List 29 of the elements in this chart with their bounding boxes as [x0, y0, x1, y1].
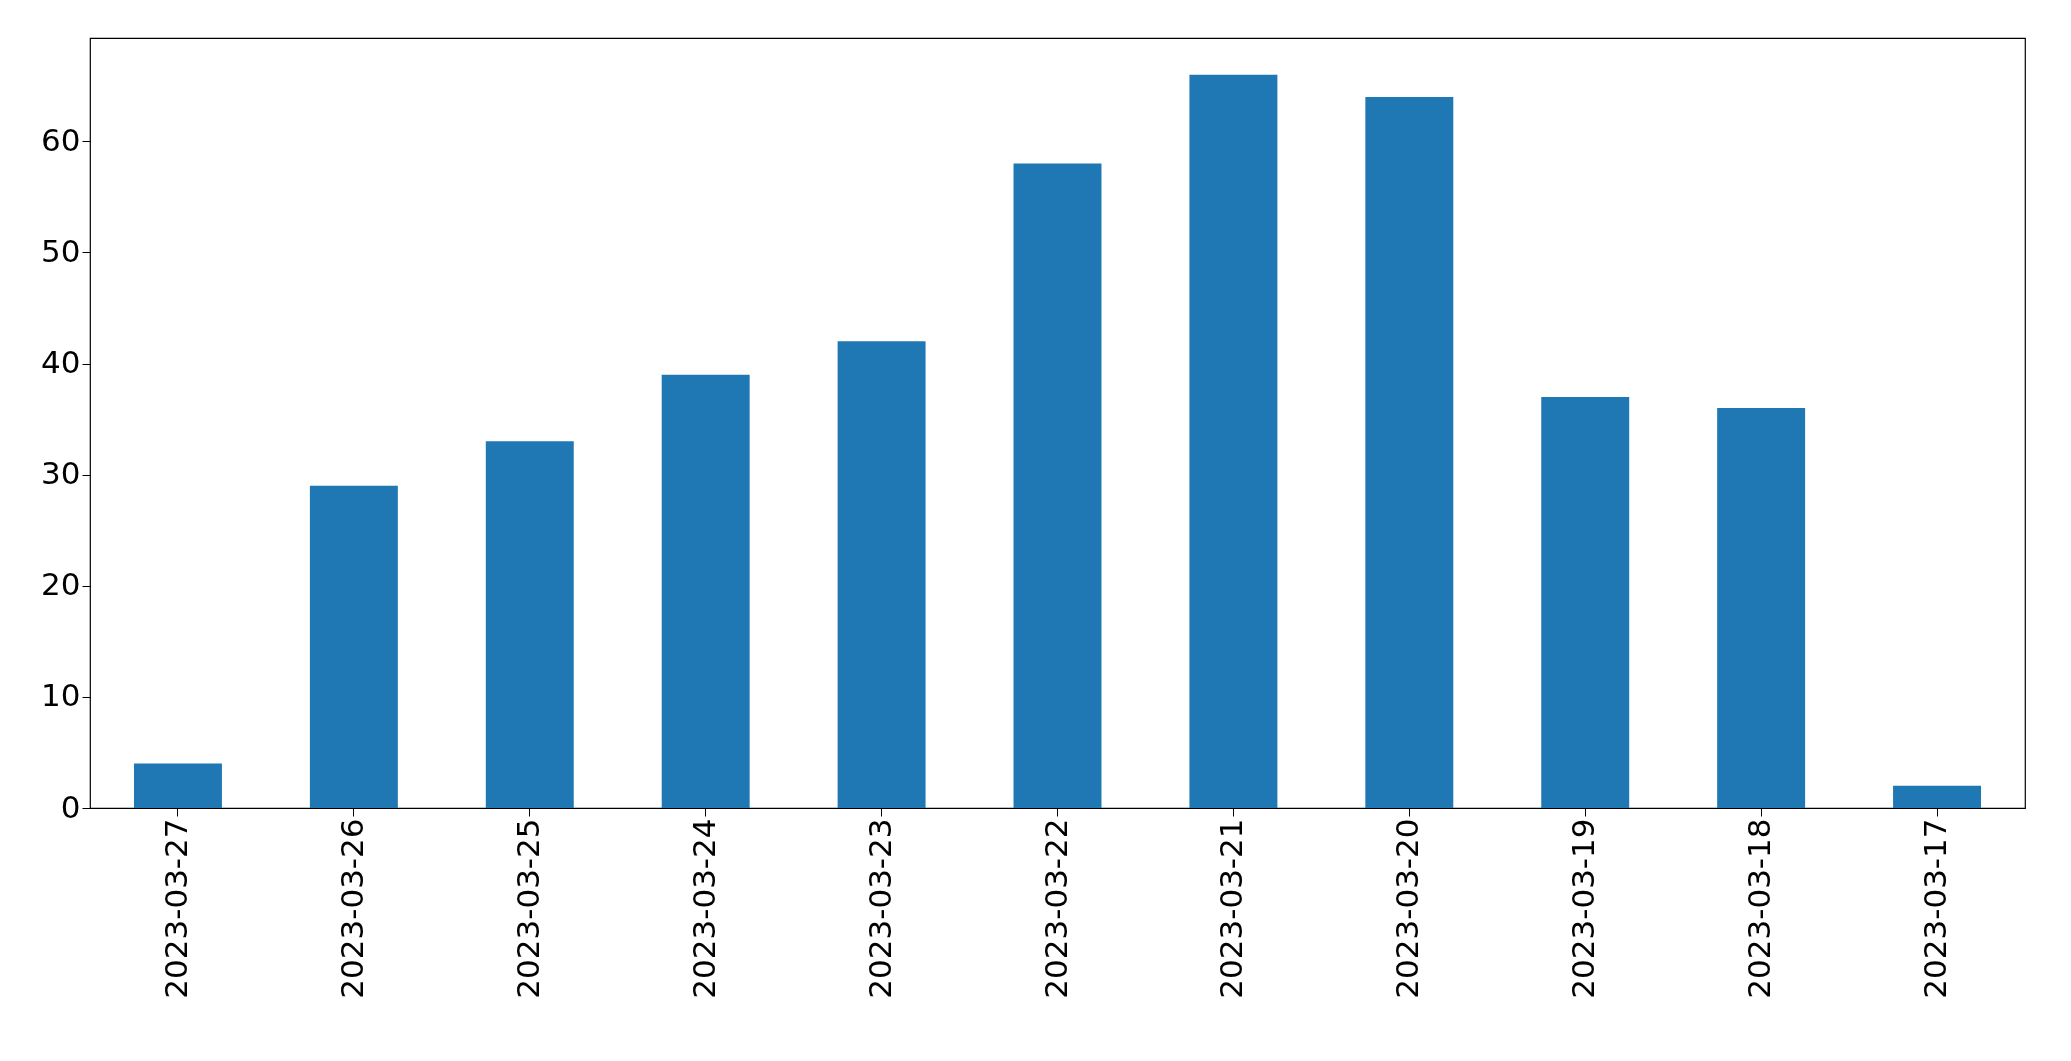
bar — [1717, 408, 1806, 808]
bar — [1365, 96, 1454, 808]
x-tick-label: 2023-03-27 — [157, 818, 194, 999]
bar — [1013, 163, 1102, 808]
x-tick-label: 2023-03-25 — [509, 818, 546, 999]
x-tick-label: 2023-03-18 — [1741, 818, 1778, 999]
bar — [837, 341, 926, 808]
bar — [1893, 785, 1982, 808]
y-tick-label: 0 — [60, 788, 81, 825]
y-tick-label: 50 — [41, 232, 81, 269]
x-tick-label: 2023-03-17 — [1917, 818, 1954, 999]
x-tick-label: 2023-03-22 — [1037, 818, 1074, 999]
x-tick-label: 2023-03-23 — [861, 818, 898, 999]
y-tick-label: 10 — [41, 677, 81, 714]
y-tick-label: 60 — [41, 121, 81, 158]
y-tick-label: 20 — [41, 566, 81, 603]
x-tick-label: 2023-03-19 — [1565, 818, 1602, 999]
bar — [661, 374, 750, 808]
y-tick-label: 40 — [41, 344, 81, 381]
x-tick-label: 2023-03-20 — [1389, 818, 1426, 999]
bar — [485, 441, 574, 808]
x-tick-label: 2023-03-21 — [1213, 818, 1250, 999]
x-tick-label: 2023-03-26 — [333, 818, 370, 999]
bar — [309, 485, 398, 808]
y-tick-label: 30 — [41, 455, 81, 492]
x-tick-label: 2023-03-24 — [685, 818, 722, 999]
bar — [1189, 74, 1278, 808]
bar — [133, 763, 222, 808]
bar — [1541, 396, 1630, 808]
